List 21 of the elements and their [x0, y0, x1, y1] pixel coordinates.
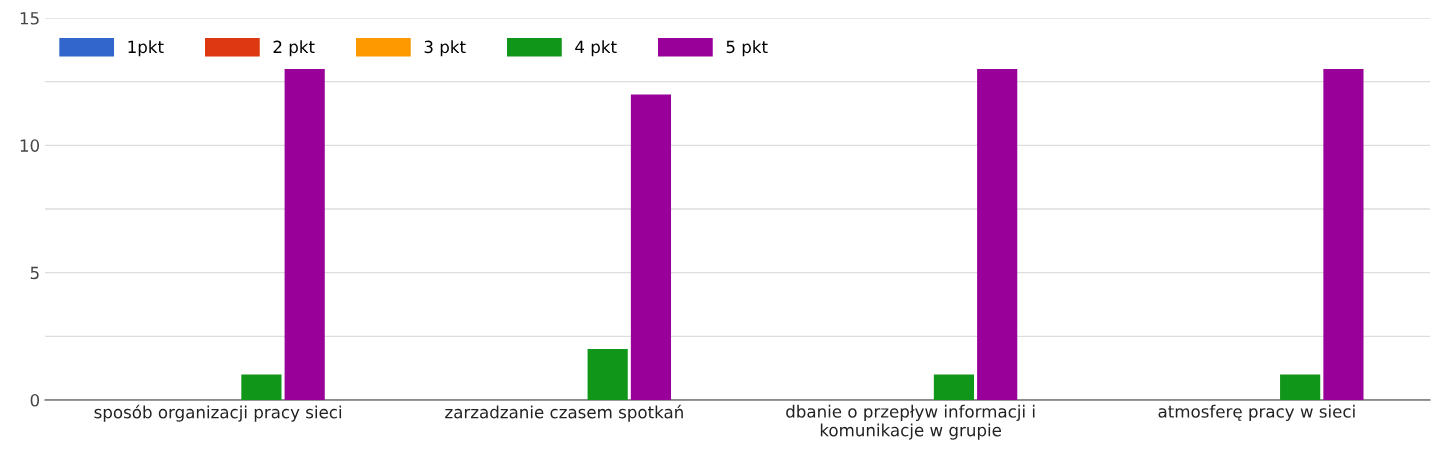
x-tick-label: atmosferę pracy w sieci	[1158, 404, 1355, 421]
bar	[977, 68, 1018, 400]
legend-label: 2 pkt	[273, 40, 315, 57]
y-tick-label: 5	[30, 266, 39, 280]
x-tick-label: dbanie o przepływ informacji i komunikacje w grupie	[786, 404, 1035, 440]
legend-label: 3 pkt	[424, 40, 466, 57]
legend-label: 5 pkt	[726, 40, 768, 57]
bar	[933, 374, 974, 400]
bar	[284, 68, 325, 400]
bar	[1323, 68, 1364, 400]
bar	[630, 94, 672, 400]
y-tick-label: 0	[30, 393, 40, 407]
bar	[1280, 374, 1321, 400]
legend-label: 1pkt	[128, 40, 164, 57]
x-tick-label: sposób organizacji pracy sieci	[94, 404, 342, 422]
bar	[587, 349, 628, 400]
legend-label: 4 pkt	[575, 40, 617, 57]
x-tick-label: zarzadzanie czasem spotkań	[445, 404, 683, 422]
bar	[241, 374, 282, 400]
y-tick-label: 15	[20, 12, 39, 25]
y-tick-label: 10	[20, 139, 40, 152]
